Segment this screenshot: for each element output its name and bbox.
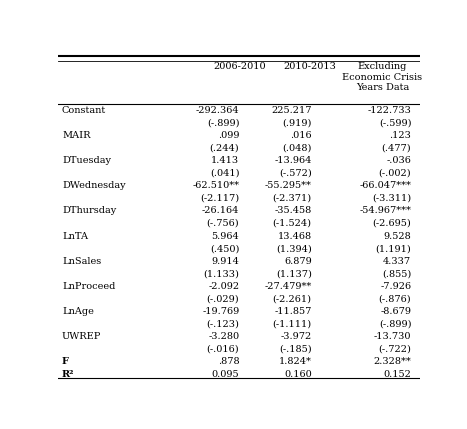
Text: -2.092: -2.092 [208,282,240,291]
Text: 0.152: 0.152 [383,370,411,378]
Text: 2006-2010: 2006-2010 [213,62,266,71]
Text: -.036: -.036 [386,156,411,165]
Text: (-.029): (-.029) [207,294,240,303]
Text: -292.364: -292.364 [196,106,240,115]
Text: -11.857: -11.857 [274,307,312,316]
Text: (-3.311): (-3.311) [372,194,411,203]
Text: R²: R² [62,370,75,378]
Text: (-2.117): (-2.117) [200,194,240,203]
Text: UWREP: UWREP [62,332,101,341]
Text: (-.016): (-.016) [207,344,240,353]
Text: (-.899): (-.899) [207,118,240,127]
Text: -7.926: -7.926 [380,282,411,291]
Text: (-.722): (-.722) [378,344,411,353]
Text: (.041): (.041) [210,169,240,178]
Text: (-1.524): (-1.524) [273,219,312,228]
Text: (.919): (.919) [283,118,312,127]
Text: (.855): (.855) [382,269,411,278]
Text: 2.328**: 2.328** [374,357,411,366]
Text: 9.528: 9.528 [383,232,411,241]
Text: -3.972: -3.972 [281,332,312,341]
Text: 4.337: 4.337 [383,257,411,266]
Text: LnTA: LnTA [62,232,88,241]
Text: (-.572): (-.572) [279,169,312,178]
Text: LnAge: LnAge [62,307,94,316]
Text: -54.967***: -54.967*** [360,206,411,215]
Text: (-.876): (-.876) [379,294,411,303]
Text: 9.914: 9.914 [212,257,240,266]
Text: (.450): (.450) [210,244,240,253]
Text: (.244): (.244) [210,144,240,153]
Text: -26.164: -26.164 [202,206,240,215]
Text: -55.295**: -55.295** [265,181,312,190]
Text: (.477): (.477) [382,144,411,153]
Text: Excluding
Economic Crisis
Years Data: Excluding Economic Crisis Years Data [342,62,422,92]
Text: -13.964: -13.964 [274,156,312,165]
Text: (-2.695): (-2.695) [373,219,411,228]
Text: (-2.261): (-2.261) [273,294,312,303]
Text: -66.047***: -66.047*** [360,181,411,190]
Text: DWednesday: DWednesday [62,181,126,190]
Text: (-.002): (-.002) [379,169,411,178]
Text: (-.756): (-.756) [207,219,240,228]
Text: MAIR: MAIR [62,131,91,140]
Text: (-.185): (-.185) [279,344,312,353]
Text: -8.679: -8.679 [380,307,411,316]
Text: (.048): (.048) [283,144,312,153]
Text: (-.123): (-.123) [206,319,240,328]
Text: LnSales: LnSales [62,257,101,266]
Text: F: F [62,357,69,366]
Text: 6.879: 6.879 [284,257,312,266]
Text: .123: .123 [389,131,411,140]
Text: (1.191): (1.191) [375,244,411,253]
Text: 1.413: 1.413 [211,156,240,165]
Text: -13.730: -13.730 [374,332,411,341]
Text: 5.964: 5.964 [212,232,240,241]
Text: (-.599): (-.599) [379,118,411,127]
Text: 2010-2013: 2010-2013 [283,62,336,71]
Text: 0.160: 0.160 [284,370,312,378]
Text: -35.458: -35.458 [275,206,312,215]
Text: (-1.111): (-1.111) [273,319,312,328]
Text: (1.137): (1.137) [276,269,312,278]
Text: DTuesday: DTuesday [62,156,111,165]
Text: 13.468: 13.468 [277,232,312,241]
Text: -3.280: -3.280 [208,332,240,341]
Text: 1.824*: 1.824* [279,357,312,366]
Text: (1.394): (1.394) [276,244,312,253]
Text: .016: .016 [290,131,312,140]
Text: -27.479**: -27.479** [264,282,312,291]
Text: -62.510**: -62.510** [192,181,240,190]
Text: (-2.371): (-2.371) [273,194,312,203]
Text: 225.217: 225.217 [271,106,312,115]
Text: .099: .099 [218,131,240,140]
Text: Constant: Constant [62,106,106,115]
Text: .878: .878 [218,357,240,366]
Text: 0.095: 0.095 [212,370,240,378]
Text: -122.733: -122.733 [368,106,411,115]
Text: -19.769: -19.769 [202,307,240,316]
Text: (-.899): (-.899) [379,319,411,328]
Text: DThursday: DThursday [62,206,116,215]
Text: (1.133): (1.133) [204,269,240,278]
Text: LnProceed: LnProceed [62,282,115,291]
